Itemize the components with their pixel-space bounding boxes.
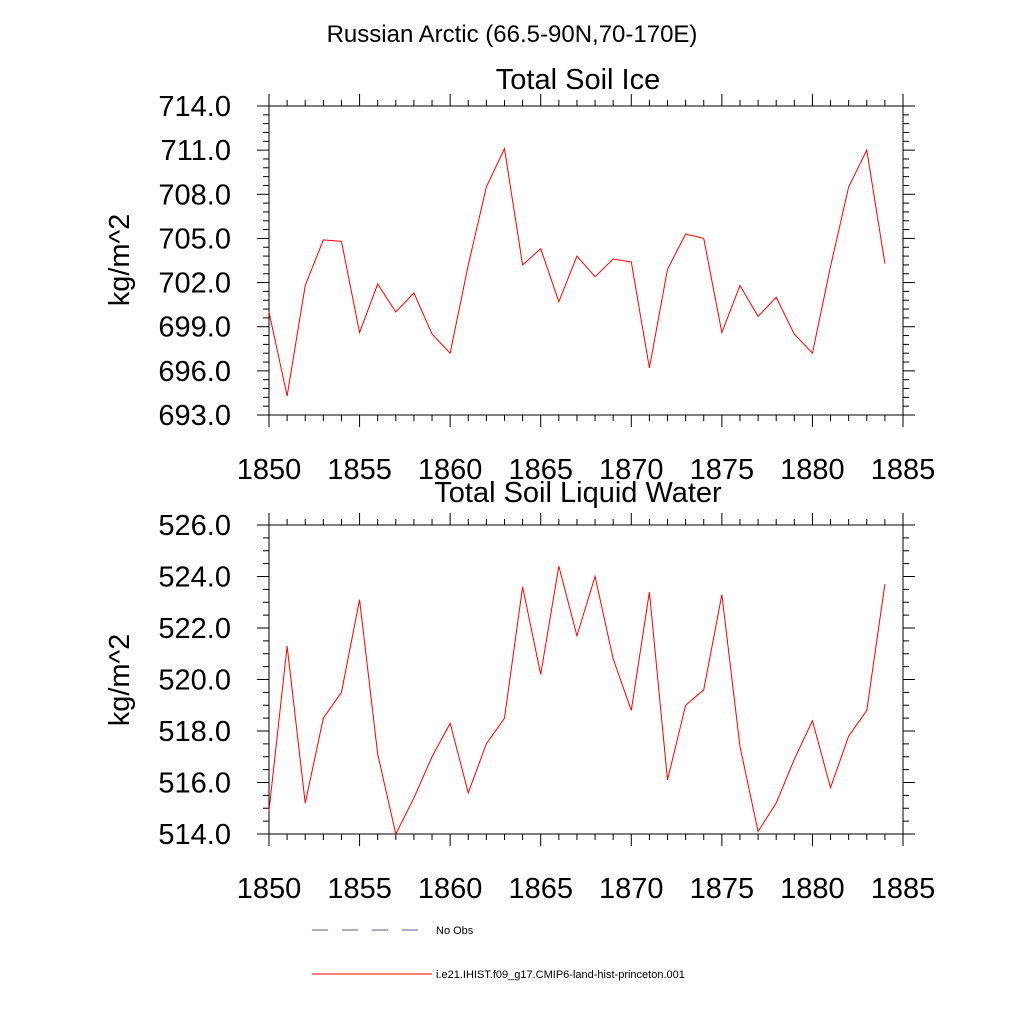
panel-title: Total Soil Ice: [496, 64, 660, 96]
series-layer: [268, 566, 886, 836]
x-tick-label: 1885: [871, 873, 936, 905]
plot-frame: [268, 105, 904, 416]
series-line: [268, 146, 886, 396]
x-tick-label: 1880: [780, 873, 845, 905]
y-tick-label: 522.0: [158, 613, 231, 645]
y-tick-label: 696.0: [158, 356, 231, 388]
y-axis-label: kg/m^2: [104, 634, 136, 727]
x-tick-label: 1850: [237, 873, 302, 905]
legend-label: No Obs: [436, 925, 474, 937]
series-layer: [268, 146, 886, 396]
tick-marks: [257, 94, 915, 427]
x-tick-label: 1850: [237, 454, 302, 486]
legend-label: i.e21.IHIST.f09_g17.CMIP6-land-hist-prin…: [436, 969, 685, 981]
x-tick-label: 1870: [599, 873, 664, 905]
y-tick-label: 514.0: [158, 819, 231, 851]
plot-frame: [268, 524, 904, 835]
y-tick-label: 526.0: [158, 510, 231, 542]
y-tick-label: 524.0: [158, 562, 231, 594]
y-tick-label: 702.0: [158, 268, 231, 300]
y-tick-label: 693.0: [158, 400, 231, 432]
y-tick-label: 711.0: [161, 135, 231, 167]
x-tick-labels: 1850 1855 1860 1865 1870 1875 1880 1885: [237, 454, 936, 486]
legend-item-model-run: i.e21.IHIST.f09_g17.CMIP6-land-hist-prin…: [312, 969, 685, 981]
x-tick-label: 1865: [508, 454, 573, 486]
legend-item-no-obs: No Obs: [312, 925, 474, 937]
tick-marks: [257, 513, 915, 846]
x-tick-label: 1860: [418, 454, 483, 486]
y-tick-label: 520.0: [158, 665, 231, 697]
x-tick-label: 1875: [690, 873, 755, 905]
y-tick-label: 708.0: [158, 179, 231, 211]
x-tick-labels: 1850 1855 1860 1865 1870 1875 1880 1885: [237, 873, 936, 905]
x-tick-label: 1855: [327, 454, 392, 486]
panel-total-soil-ice: Total Soil Ice kg/m^2 693.0 696.0 699.0 702…: [104, 64, 935, 486]
x-tick-label: 1860: [418, 873, 483, 905]
y-tick-labels: 514.0 516.0 518.0 520.0 522.0 524.0 526.0: [158, 510, 231, 851]
y-tick-label: 518.0: [158, 716, 231, 748]
x-tick-label: 1885: [871, 454, 936, 486]
y-tick-label: 714.0: [158, 91, 231, 123]
y-axis-label: kg/m^2: [104, 214, 136, 307]
x-tick-label: 1870: [599, 454, 664, 486]
x-tick-label: 1865: [508, 873, 573, 905]
main-title: Russian Arctic (66.5-90N,70-170E): [327, 21, 698, 48]
y-tick-label: 705.0: [158, 223, 231, 255]
panel-total-soil-liquid-water: Total Soil Liquid Water kg/m^2 514.0 516.…: [104, 477, 935, 905]
y-tick-label: 699.0: [158, 312, 231, 344]
legend: No Obs i.e21.IHIST.f09_g17.CMIP6-land-hi…: [312, 925, 685, 981]
y-tick-labels: 693.0 696.0 699.0 702.0 705.0 708.0 711.0 714.0: [158, 91, 231, 432]
series-line: [268, 566, 886, 836]
y-tick-label: 516.0: [158, 768, 231, 800]
x-tick-label: 1875: [690, 454, 755, 486]
x-tick-label: 1855: [327, 873, 392, 905]
x-tick-label: 1880: [780, 454, 845, 486]
panel-title: Total Soil Liquid Water: [434, 477, 722, 509]
